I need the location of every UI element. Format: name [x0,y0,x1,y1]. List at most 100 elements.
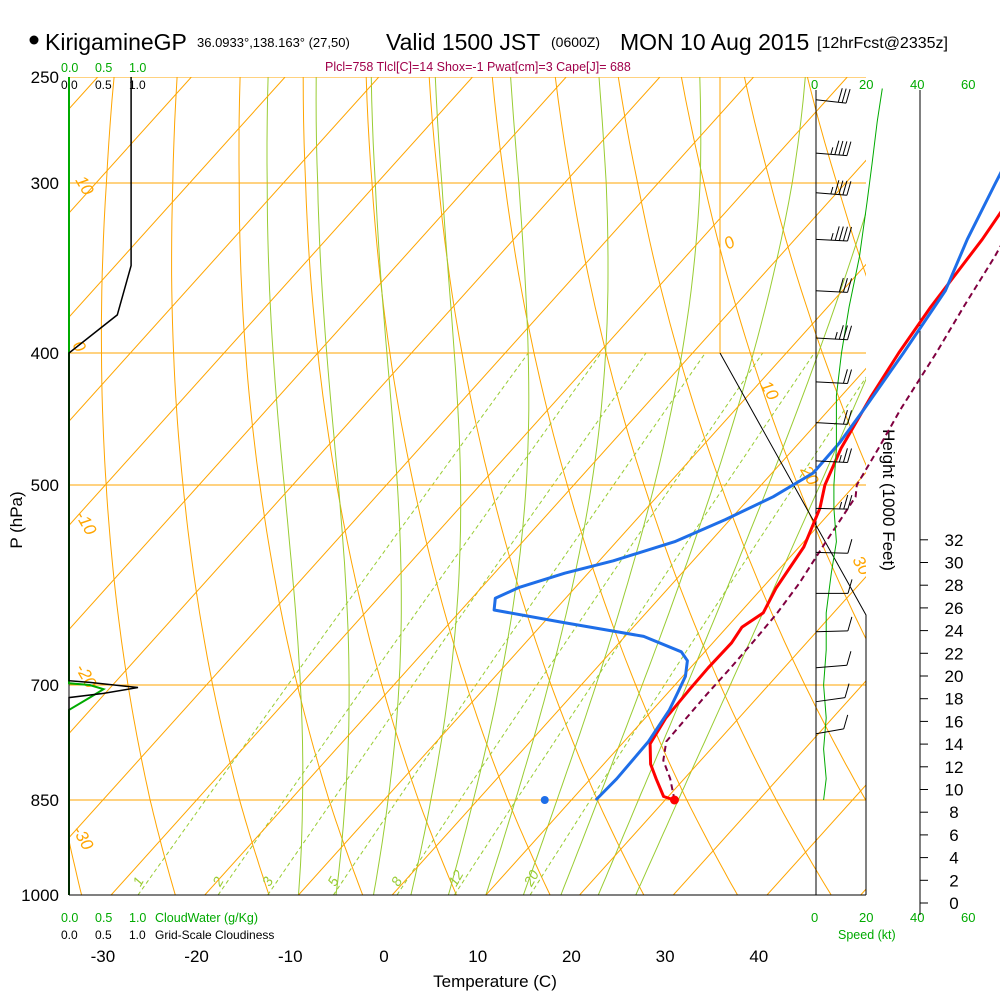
isotherm-line [485,471,866,895]
surface-dewpoint-marker [540,796,549,804]
moist-adiabat-line [315,77,350,895]
cl-bottom-tick: 0.5 [95,928,112,942]
pressure-tick-label: 300 [31,174,59,193]
mixing-ratio-lines: 1 2 3 5 8 12 20 [129,352,866,895]
moist-adiabat-line [447,77,530,895]
mixing-ratio-line [529,376,866,895]
station-bullet-icon [29,35,39,45]
isotherm-line [69,77,380,422]
height-tick-label: 26 [945,599,964,618]
moist-adiabat-line [635,378,866,895]
height-tick-label: 24 [945,622,964,641]
cw-top-tick: 0.0 [61,61,78,75]
dry-adiabat-line [718,77,866,467]
moist-adiabat-line [410,77,462,895]
mixing-ratio-label: 12 [445,867,467,889]
wind-barb [815,494,853,510]
isotherm-line [69,77,473,527]
station-name: KirigamineGP [45,29,187,55]
wind-barb [815,140,852,157]
speed-bottom-tick: 0 [811,910,818,925]
pressure-tick-label: 700 [31,676,59,695]
height-tick-label: 14 [945,735,964,754]
isotherm-line [69,77,661,735]
cloudwater-top-ticks: 0.0 0.5 1.0 0.0 0.5 1.0 [61,61,146,92]
cloudiness-line [68,77,139,895]
cl-bottom-tick: 0.0 [61,928,78,942]
pressure-tick-label: 850 [31,791,59,810]
height-tick-label: 12 [945,758,964,777]
height-tick-label: 28 [945,576,964,595]
isotherm-line [69,77,567,631]
wind-barb [816,579,853,594]
height-tick-label: 8 [949,803,958,822]
height-tick-label: 20 [945,667,964,686]
isobars [69,77,866,895]
height-tick-label: 10 [945,781,964,800]
wind-barb [815,539,853,554]
cw-top-tick: 1.0 [129,61,146,75]
speed-top-tick: 40 [910,77,924,92]
moist-adiabat-line [597,211,866,895]
wind-barb [815,616,853,633]
isotherm-line [204,159,866,895]
cloudwater-bottom-ticks: 0.0 0.5 1.0 CloudWater (g/Kg) 0.0 0.5 1.… [61,911,274,942]
height-tick-label: 0 [949,894,958,913]
speed-bottom-tick: 20 [859,910,873,925]
moist-adiabat-line [266,77,304,895]
wind-speed-ticks: 0 20 40 60 0 20 40 60 Speed (kt) [811,77,975,942]
zulu-time: (0600Z) [551,34,600,50]
cloud-water-line [68,77,106,895]
isotherm-line [672,680,866,895]
moist-adiabat-line [370,77,402,895]
cl-top-tick: 0.5 [95,78,112,92]
dry-adiabat-line [0,77,20,895]
temp-tick-label: -10 [278,947,303,966]
mixing-ratio-label: 1 [129,874,147,889]
cw-bottom-tick: 1.0 [129,911,146,925]
wind-barb [815,448,852,464]
temp-tick-label: 40 [749,947,768,966]
height-tick-label: 18 [945,690,964,709]
wind-barb [815,683,850,703]
parcel-line [662,245,1000,801]
wind-panel [815,88,883,801]
dry-adiabat-line [344,77,590,895]
valid-time: Valid 1500 JST [386,29,540,55]
cloud-profiles [68,77,139,895]
height-tick-label: 4 [949,849,958,868]
isotherm-line [391,367,866,895]
isotherm-line [69,77,192,214]
dry-adiabat-line [655,77,866,640]
dry-adiabat-label: -10 [72,508,101,539]
pressure-tick-label: 500 [31,476,59,495]
wind-barb [815,714,849,735]
isotherm-line [69,77,286,318]
station-coords: 36.0933°,138.163° (27,50) [197,35,350,50]
isotherms [0,77,866,895]
pressure-tick-label: 1000 [21,886,59,905]
temp-tick-label: 10 [468,947,487,966]
height-tick-label: 30 [945,554,964,573]
isotherm-line [69,77,754,839]
wind-barb [815,277,852,293]
dry-adiabat-line [282,77,495,895]
isotherm-line [0,77,4,895]
pressure-axis-title: P (hPa) [7,491,26,548]
pressure-tick-label: 400 [31,344,59,363]
dry-adiabat-line [406,77,685,895]
mixing-ratio-line [332,352,706,895]
height-tick-label: 22 [945,644,964,663]
surface-temperature-marker [669,795,679,805]
temp-tick-label: -20 [184,947,209,966]
temp-axis-title: Temperature (C) [433,972,557,991]
moist-adiabat-line [485,77,609,895]
wind-barb [815,369,852,385]
dry-adiabat-line [219,77,400,895]
dry-adiabat-label: 30 [849,553,875,579]
sounding-series [492,171,1000,805]
cl-bottom-tick: 1.0 [129,928,146,942]
wind-barb [815,226,852,242]
wind-barb [815,88,851,104]
